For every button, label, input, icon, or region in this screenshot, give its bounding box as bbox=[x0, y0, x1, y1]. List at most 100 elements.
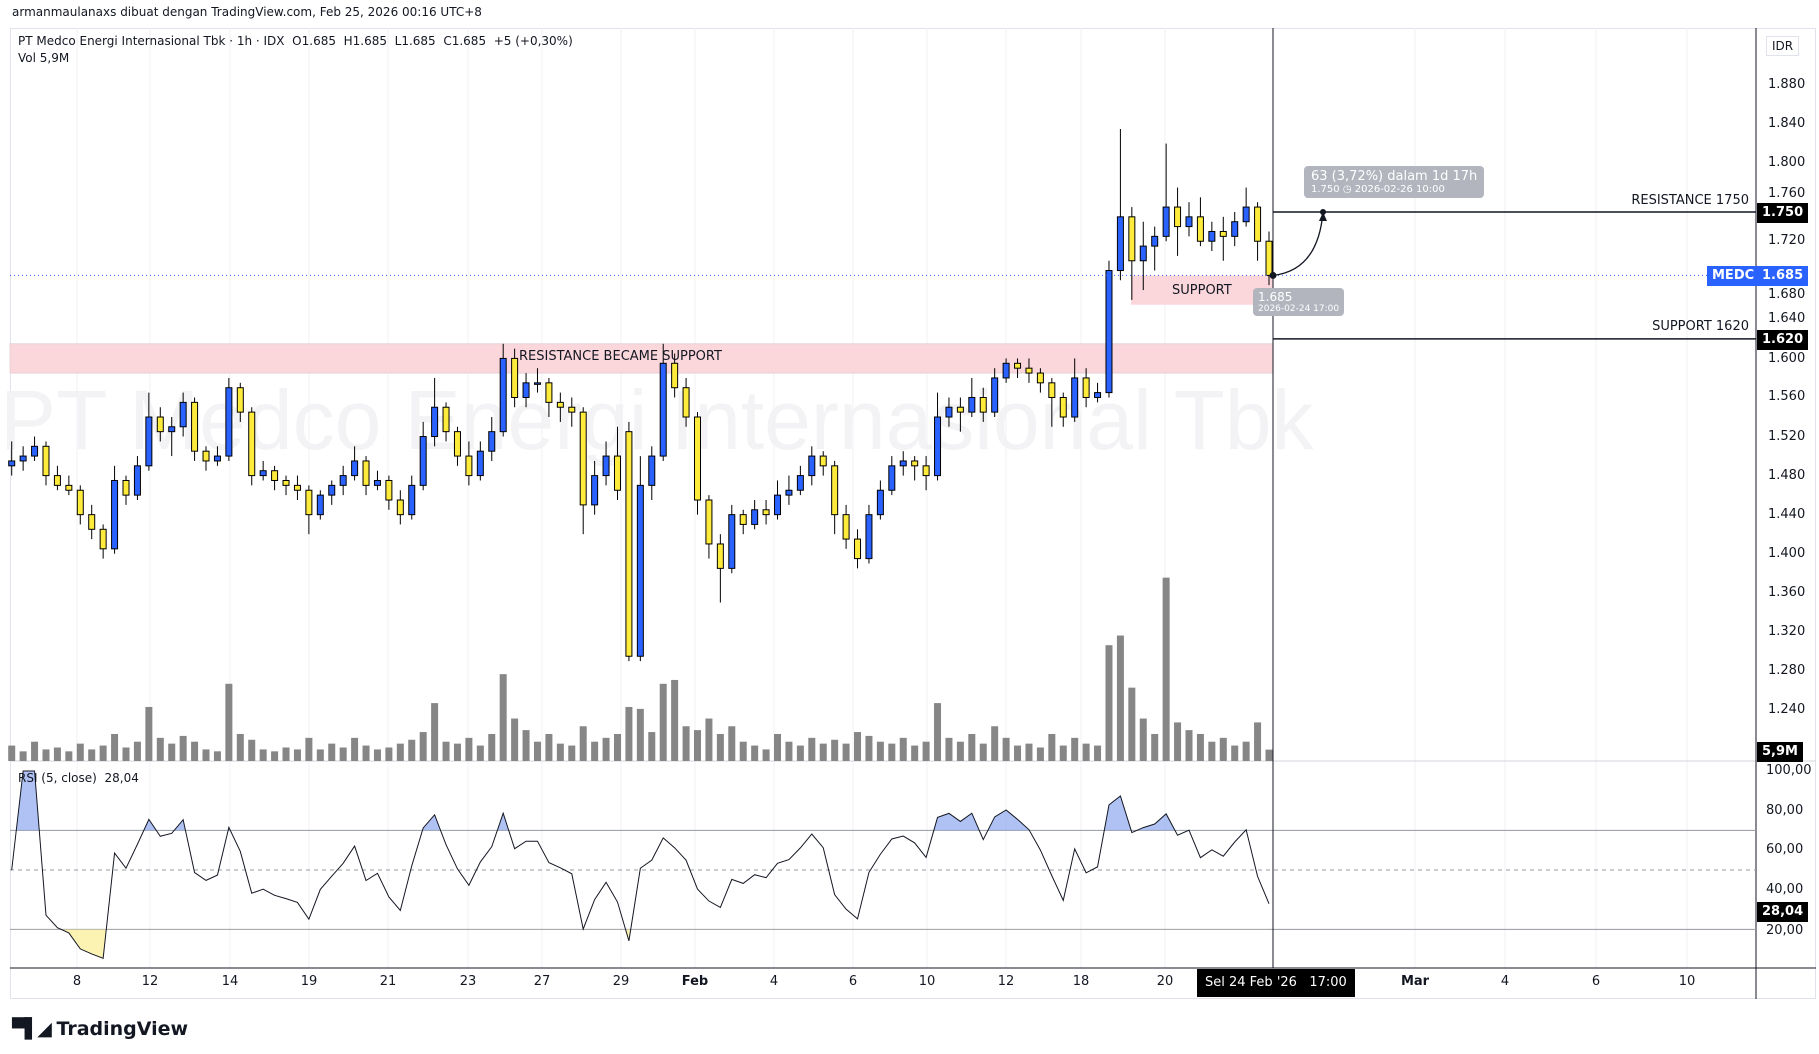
rsi-label: RSI (5, close) bbox=[18, 771, 97, 785]
time-axis-label: 12 bbox=[141, 974, 159, 989]
start-price: 1.685 bbox=[1258, 290, 1293, 304]
symbol-legend[interactable]: PT Medco Energi Internasional Tbk · 1h ·… bbox=[18, 34, 573, 48]
time-axis-label: 8 bbox=[72, 974, 82, 989]
volume-bar bbox=[922, 741, 930, 761]
volume-bar bbox=[99, 745, 107, 761]
volume-bar bbox=[1265, 749, 1273, 761]
price-axis-label: 1.400 bbox=[1768, 545, 1806, 561]
time-axis-label: 10 bbox=[918, 974, 936, 989]
volume-bar bbox=[1094, 745, 1102, 761]
candle-up bbox=[476, 450, 484, 477]
candle-up bbox=[968, 396, 976, 413]
candle-down bbox=[76, 489, 84, 516]
volume-bar bbox=[625, 706, 633, 761]
candle-down bbox=[979, 396, 987, 413]
volume-bar bbox=[831, 739, 839, 761]
candle-up bbox=[488, 431, 496, 452]
candle-down bbox=[511, 357, 519, 398]
support-price-tag: 1.620 bbox=[1757, 330, 1809, 350]
support-zone-label[interactable]: SUPPORT bbox=[1172, 283, 1232, 298]
volume-bars bbox=[8, 577, 1273, 761]
volume-bar bbox=[1014, 745, 1022, 761]
rsi-legend[interactable]: RSI (5, close) 28,04 bbox=[18, 771, 139, 785]
last-price-tag: 1.685 bbox=[1757, 266, 1809, 286]
candle-down bbox=[65, 484, 73, 491]
volume-bar bbox=[979, 743, 987, 761]
candle-down bbox=[1059, 396, 1067, 418]
time-axis-label: 23 bbox=[459, 974, 477, 989]
candle-up bbox=[373, 479, 381, 486]
price-axis-label: 1.560 bbox=[1768, 389, 1806, 405]
volume-bar bbox=[968, 733, 976, 761]
candle-up bbox=[522, 382, 530, 398]
volume-bar bbox=[796, 745, 804, 761]
volume-bar bbox=[442, 741, 450, 761]
candle-up bbox=[774, 494, 782, 516]
candle-down bbox=[956, 406, 964, 413]
tradingview-logo[interactable]: ▀▌◢ TradingView bbox=[12, 1018, 188, 1040]
price-axis-label: 1.240 bbox=[1768, 701, 1806, 717]
volume-bar bbox=[8, 745, 16, 761]
candle-up bbox=[133, 465, 141, 496]
volume-bar bbox=[705, 718, 713, 761]
candle-up bbox=[1094, 392, 1102, 398]
rsi-axis-label: 60,00 bbox=[1766, 842, 1804, 858]
time-axis-label: 4 bbox=[769, 974, 779, 989]
time-axis-label: 29 bbox=[612, 974, 630, 989]
volume-bar bbox=[476, 745, 484, 761]
candle-up bbox=[213, 455, 221, 462]
symbol-watermark: PT Medco Energi Internasional Tbk bbox=[0, 373, 1314, 467]
volume-bar bbox=[236, 733, 244, 761]
candle-up bbox=[785, 489, 793, 496]
candle-down bbox=[385, 479, 393, 501]
candle-up bbox=[1208, 230, 1216, 242]
volume-bar bbox=[465, 737, 473, 761]
candle-up bbox=[259, 470, 267, 477]
candle-down bbox=[122, 479, 130, 496]
volume-bar bbox=[362, 745, 370, 761]
volume-bar bbox=[339, 747, 347, 761]
candle-down bbox=[625, 431, 633, 657]
rsi-axis-label: 20,00 bbox=[1766, 923, 1804, 938]
candle-down bbox=[671, 362, 679, 389]
time-axis-label: 27 bbox=[533, 974, 551, 989]
volume-bar bbox=[385, 747, 393, 761]
volume-bar bbox=[213, 751, 221, 761]
candle-down bbox=[1174, 206, 1182, 228]
volume-bar bbox=[1196, 733, 1204, 761]
currency-label[interactable]: IDR bbox=[1766, 36, 1800, 56]
support-line-label[interactable]: SUPPORT 1620 bbox=[1652, 319, 1749, 334]
volume-bar bbox=[991, 726, 999, 761]
chart-frame bbox=[10, 28, 1816, 999]
zone-label[interactable]: RESISTANCE BECAME SUPPORT bbox=[519, 349, 722, 364]
symbol-tag: MEDC bbox=[1707, 266, 1760, 286]
rsi-value-tag: 28,04 bbox=[1757, 902, 1809, 922]
tv-logo-icon: ▀▌◢ bbox=[12, 1018, 52, 1040]
rsi-axis-label: 40,00 bbox=[1766, 881, 1804, 897]
volume-bar bbox=[499, 674, 507, 761]
candle-down bbox=[1025, 367, 1033, 374]
candle-up bbox=[1242, 206, 1250, 223]
candle-down bbox=[831, 465, 839, 516]
time-axis-label: 6 bbox=[848, 974, 858, 989]
candle-up bbox=[934, 416, 942, 477]
volume-bar bbox=[88, 749, 96, 761]
volume-bar bbox=[1185, 730, 1193, 761]
candle-up bbox=[648, 455, 656, 486]
resistance-line-label[interactable]: RESISTANCE 1750 bbox=[1631, 193, 1749, 208]
start-time: 2026-02-24 17:00 bbox=[1258, 304, 1340, 314]
target-point bbox=[1320, 208, 1326, 215]
volume-bar bbox=[716, 733, 724, 761]
volume-bar bbox=[19, 751, 27, 761]
price-axis-label: 1.680 bbox=[1768, 287, 1806, 302]
volume-bar bbox=[671, 679, 679, 761]
candle-down bbox=[396, 499, 404, 516]
candle-up bbox=[533, 382, 541, 385]
candle-up bbox=[728, 514, 736, 569]
candle-down bbox=[1265, 240, 1273, 276]
candle-up bbox=[808, 455, 816, 477]
volume-legend[interactable]: Vol 5,9M bbox=[18, 51, 70, 65]
candle-down bbox=[1048, 382, 1056, 398]
volume-bar bbox=[774, 733, 782, 761]
